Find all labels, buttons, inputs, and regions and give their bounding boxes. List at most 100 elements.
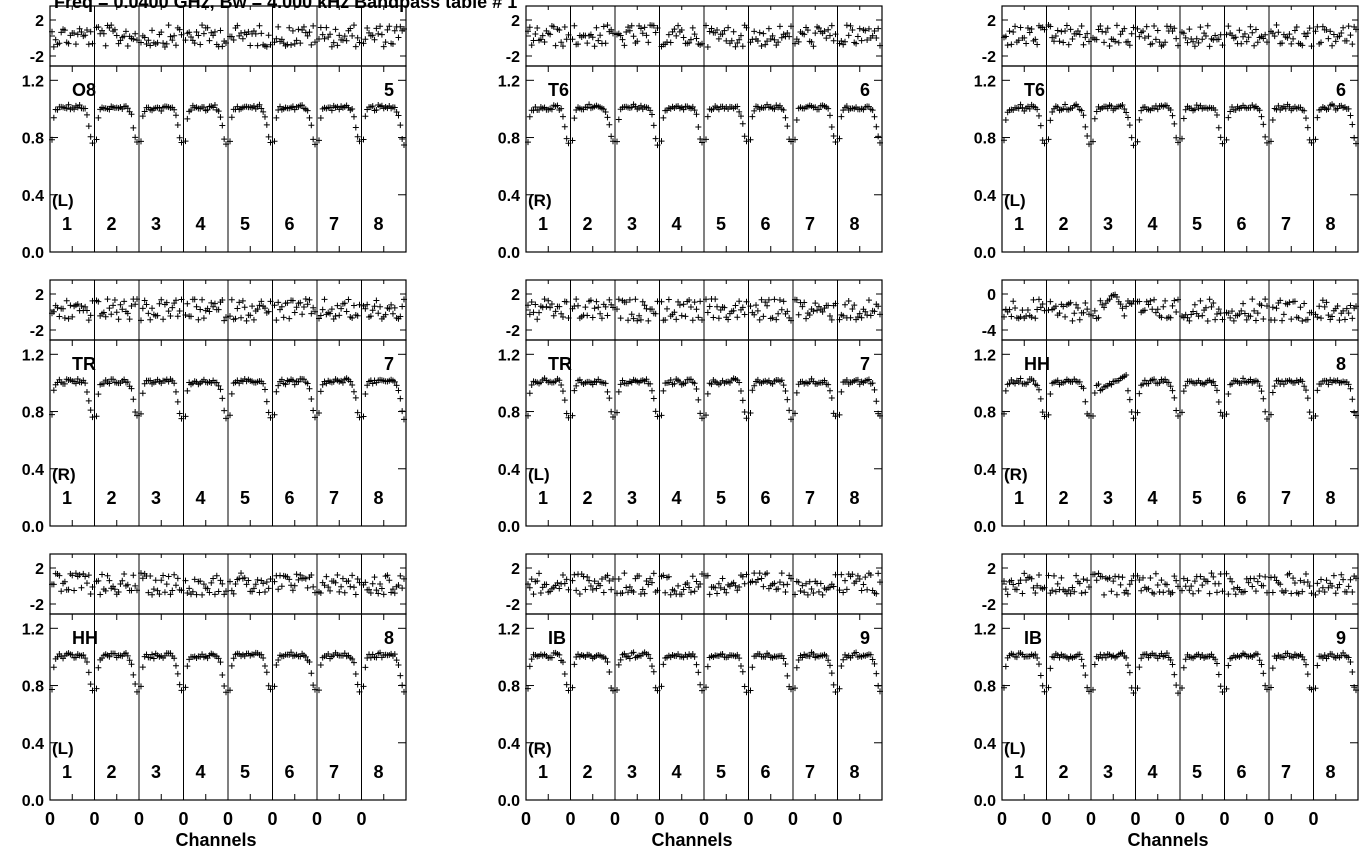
x-tick-label: 0: [45, 809, 55, 829]
amplitude-y-tick-label: 0.0: [22, 245, 44, 262]
antenna-label: TR: [548, 354, 572, 374]
x-tick-label: 0: [223, 809, 233, 829]
phase-y-tick-label: -2: [506, 597, 520, 614]
x-tick-label: 0: [743, 809, 753, 829]
if-number-label: 3: [627, 214, 637, 234]
if-number-label: 6: [761, 762, 771, 782]
polarization-label: (R): [528, 191, 552, 210]
if-number-label: 7: [1281, 762, 1291, 782]
antenna-label: IB: [548, 628, 566, 648]
if-number-label: 8: [850, 488, 860, 508]
if-number-label: 7: [329, 488, 339, 508]
if-number-label: 8: [374, 762, 384, 782]
amplitude-y-tick-label: 0.4: [498, 462, 520, 479]
if-number-label: 8: [850, 762, 860, 782]
if-number-label: 3: [1103, 488, 1113, 508]
amplitude-y-tick-label: 1.2: [498, 621, 520, 638]
if-number-label: 5: [716, 762, 726, 782]
if-number-label: 4: [1148, 762, 1158, 782]
polarization-label: (L): [1004, 739, 1026, 758]
if-number-label: 5: [240, 214, 250, 234]
if-number-label: 1: [1014, 762, 1024, 782]
antenna-label: TR: [72, 354, 96, 374]
amplitude-y-tick-label: 0.8: [498, 131, 520, 148]
if-number-label: 7: [805, 488, 815, 508]
amplitude-y-tick-label: 0.8: [974, 131, 996, 148]
x-tick-label: 0: [267, 809, 277, 829]
if-number-label: 5: [1192, 762, 1202, 782]
if-number-label: 8: [374, 488, 384, 508]
x-tick-label: 0: [134, 809, 144, 829]
phase-y-tick-label: -2: [982, 597, 996, 614]
amplitude-y-tick-label: 0.0: [974, 245, 996, 262]
x-tick-label: 0: [610, 809, 620, 829]
if-number-label: 4: [196, 214, 206, 234]
amplitude-data-points: [49, 101, 407, 149]
if-number-label: 2: [107, 488, 117, 508]
if-number-label: 4: [1148, 488, 1158, 508]
amplitude-y-tick-label: 0.0: [974, 519, 996, 536]
phase-data-points: [1001, 570, 1359, 598]
if-number-label: 6: [285, 488, 295, 508]
antenna-number: 9: [1336, 628, 1346, 648]
x-tick-label: 0: [1086, 809, 1096, 829]
x-tick-label: 0: [699, 809, 709, 829]
if-number-label: 1: [1014, 488, 1024, 508]
amplitude-y-tick-label: 0.8: [974, 405, 996, 422]
if-number-label: 1: [62, 762, 72, 782]
x-tick-label: 0: [89, 809, 99, 829]
antenna-number: 7: [860, 354, 870, 374]
x-tick-label: 0: [1219, 809, 1229, 829]
if-number-label: 1: [1014, 214, 1024, 234]
antenna-number: 5: [384, 80, 394, 100]
antenna-number: 6: [1336, 80, 1346, 100]
amplitude-y-tick-label: 0.4: [974, 736, 996, 753]
phase-y-tick-label: 2: [35, 13, 44, 30]
amplitude-data-points: [1001, 101, 1359, 149]
phase-y-tick-label: 2: [511, 287, 520, 304]
phase-y-tick-label: -2: [506, 323, 520, 340]
phase-data-points: [525, 570, 883, 598]
if-number-label: 1: [62, 488, 72, 508]
if-number-label: 7: [805, 214, 815, 234]
antenna-label: HH: [72, 628, 98, 648]
phase-y-tick-label: -2: [30, 597, 44, 614]
if-number-label: 3: [151, 488, 161, 508]
if-number-label: 7: [805, 762, 815, 782]
if-number-label: 3: [1103, 214, 1113, 234]
if-number-label: 4: [672, 488, 682, 508]
amplitude-y-tick-label: 1.2: [974, 73, 996, 90]
x-axis-label: Channels: [1127, 830, 1208, 850]
phase-data-points: [1001, 291, 1359, 324]
phase-y-tick-label: -4: [982, 323, 996, 340]
if-number-label: 7: [1281, 488, 1291, 508]
amplitude-data-points: [525, 375, 883, 423]
if-number-label: 4: [196, 488, 206, 508]
amplitude-y-tick-label: 0.4: [22, 462, 44, 479]
phase-data-points: [525, 22, 883, 50]
if-number-label: 4: [672, 214, 682, 234]
antenna-label: O8: [72, 80, 96, 100]
if-number-label: 3: [151, 762, 161, 782]
amplitude-y-tick-label: 1.2: [22, 73, 44, 90]
if-number-label: 4: [196, 762, 206, 782]
amplitude-y-tick-label: 0.0: [22, 793, 44, 810]
amplitude-y-tick-label: 0.8: [498, 679, 520, 696]
phase-y-tick-label: 2: [511, 561, 520, 578]
x-tick-label: 0: [1041, 809, 1051, 829]
amplitude-y-tick-label: 0.0: [498, 793, 520, 810]
amplitude-y-tick-label: 0.8: [22, 131, 44, 148]
phase-data-points: [49, 296, 407, 324]
amplitude-y-tick-label: 0.0: [498, 519, 520, 536]
amplitude-y-tick-label: 1.2: [22, 347, 44, 364]
if-number-label: 2: [583, 488, 593, 508]
x-tick-label: 0: [565, 809, 575, 829]
if-number-label: 8: [850, 214, 860, 234]
if-number-label: 7: [329, 762, 339, 782]
amplitude-data-points: [525, 649, 883, 696]
polarization-label: (R): [1004, 465, 1028, 484]
amplitude-y-tick-label: 0.0: [498, 245, 520, 262]
if-number-label: 2: [1059, 488, 1069, 508]
if-number-label: 4: [1148, 214, 1158, 234]
